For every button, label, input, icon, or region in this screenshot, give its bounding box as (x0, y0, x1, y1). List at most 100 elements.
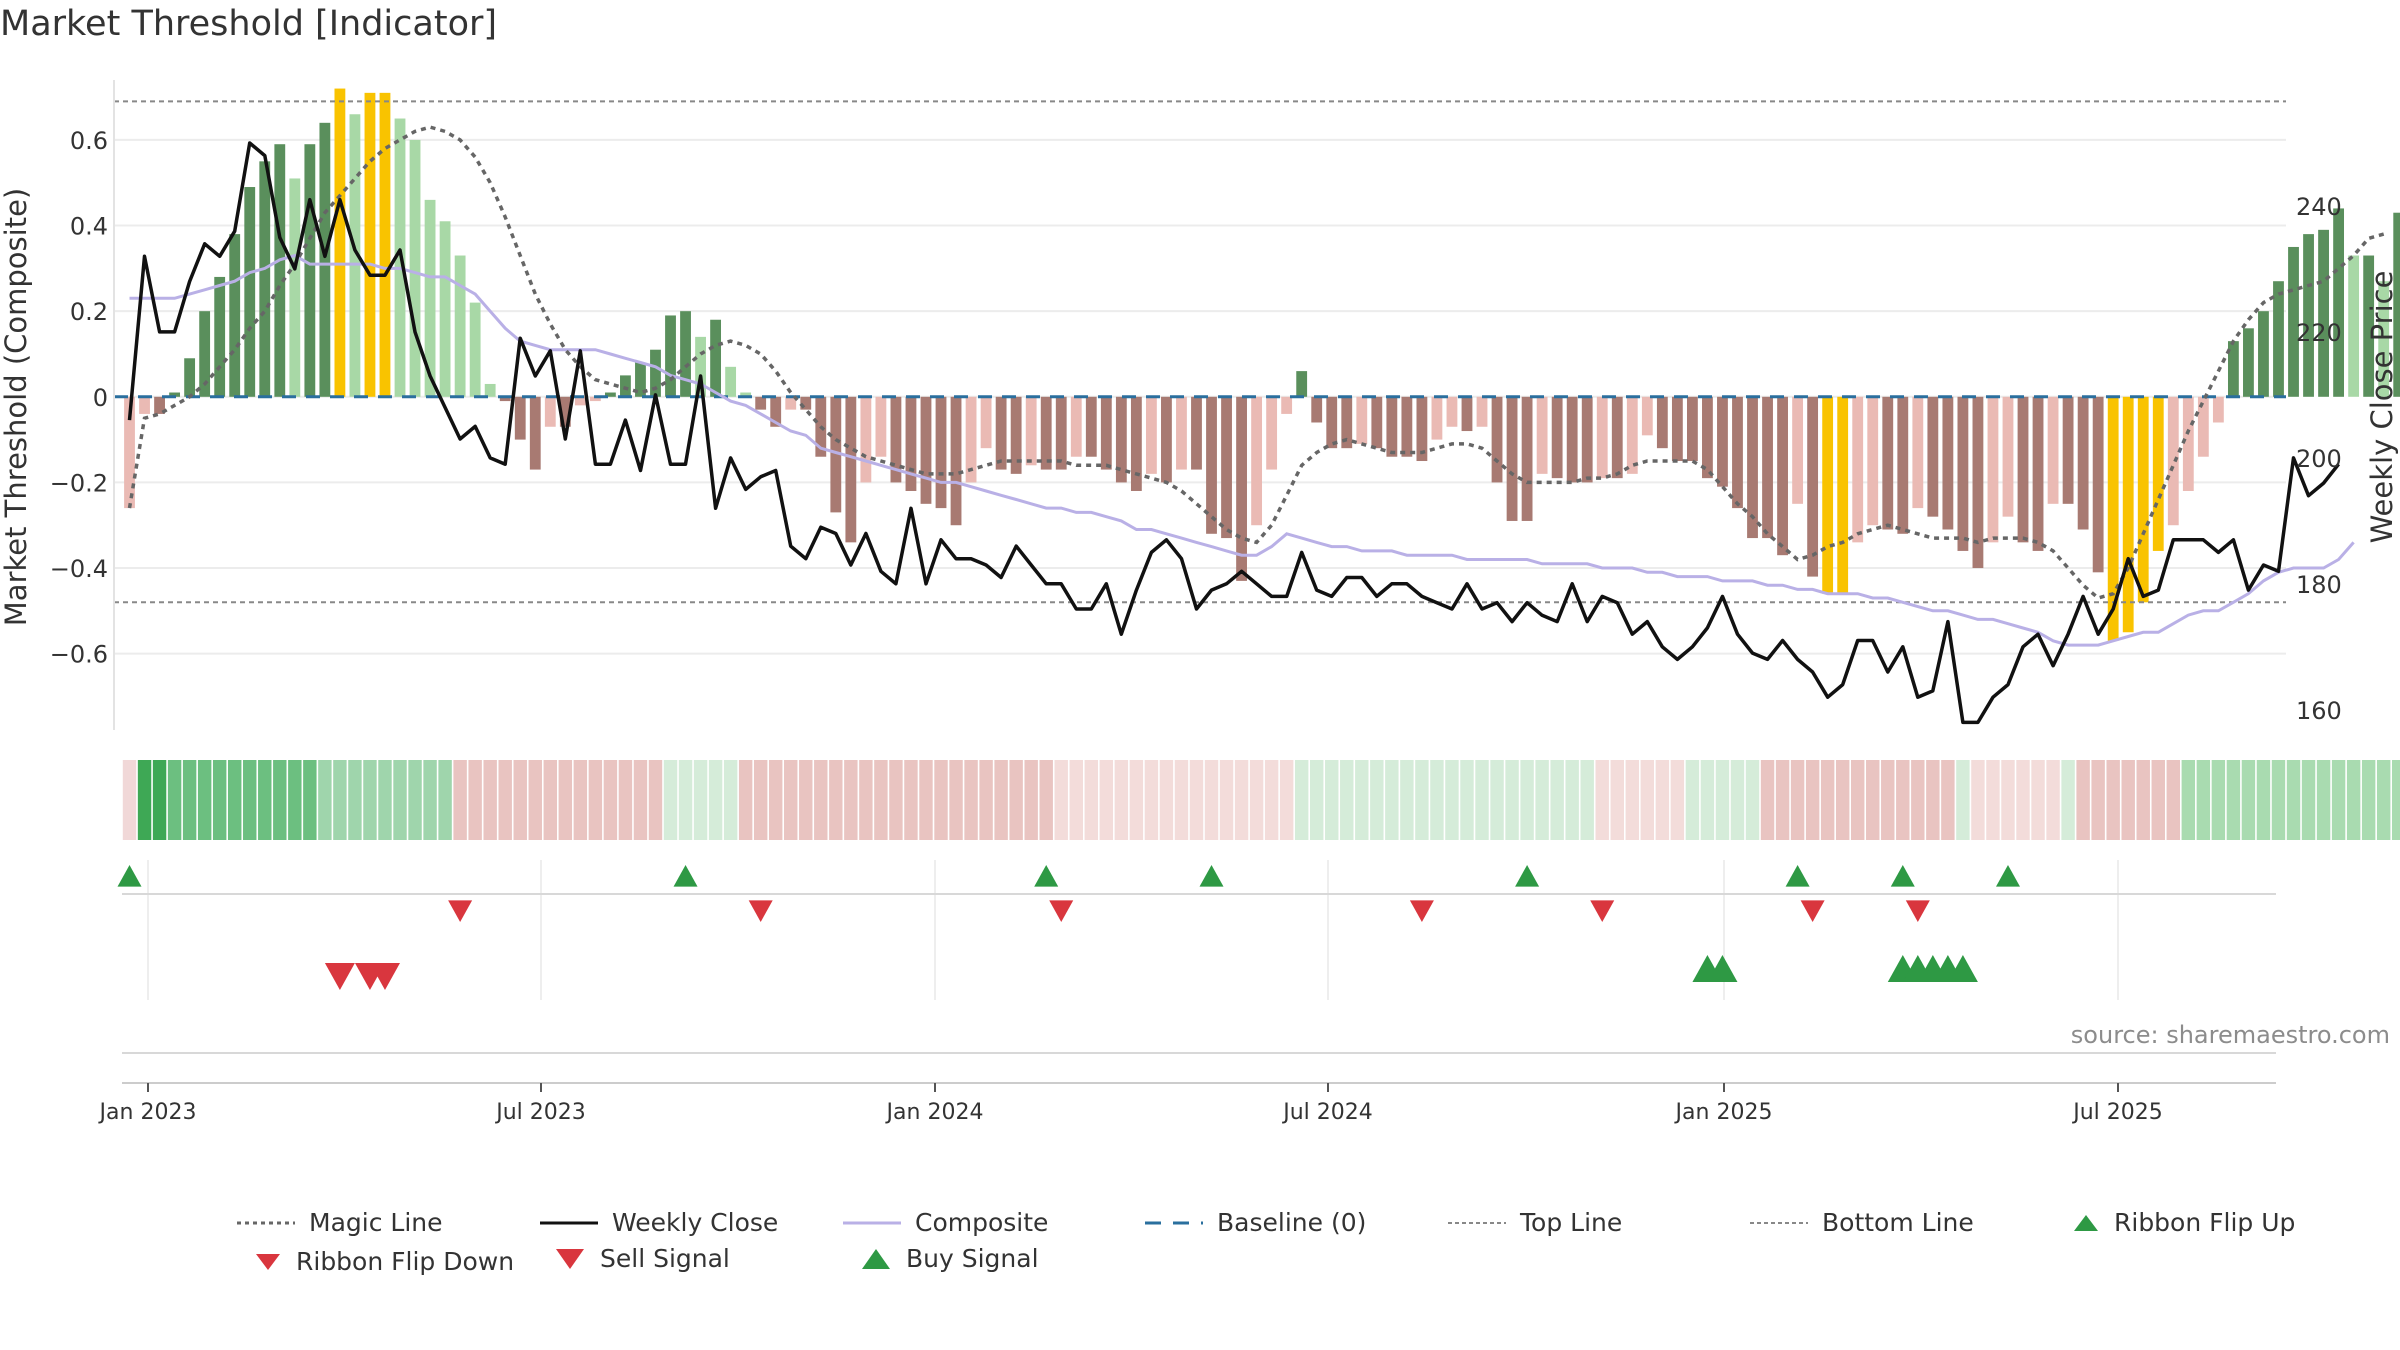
ribbon-cell (753, 760, 768, 840)
ribbon-cell (1009, 760, 1023, 840)
composite-bar (710, 319, 722, 397)
y-right-tick-label: 160 (2296, 697, 2342, 725)
composite-bar (1040, 396, 1052, 470)
legend-item-buy: Buy Signal (860, 1244, 1039, 1273)
composite-bar (2077, 396, 2089, 530)
ribbon-cell (122, 760, 137, 840)
composite-bar (1686, 396, 1698, 462)
composite-bar (1191, 396, 1202, 470)
composite-bar (424, 199, 436, 397)
ribbon-cell (1039, 760, 1053, 840)
composite-bar (1356, 396, 1368, 444)
composite-bar (2137, 396, 2149, 603)
x-tick-label: Jan 2025 (1674, 1100, 1773, 1125)
ribbon-cell (1355, 760, 1369, 840)
buy-signal-marker (1947, 955, 1978, 982)
composite-bar (995, 396, 1007, 470)
buy-signal-icon (862, 1248, 890, 1269)
ribbon-cell (1084, 760, 1099, 840)
ribbon-flip-up-marker (1785, 865, 1810, 887)
ribbon-cell (1279, 760, 1294, 840)
composite-bar (2348, 255, 2360, 397)
composite-bar (1702, 396, 1713, 479)
ribbon-cell (468, 760, 482, 840)
ribbon-cell (1850, 760, 1865, 840)
composite-bar (1251, 396, 1263, 526)
composite-bar (1987, 396, 1999, 543)
ribbon-cell (1790, 760, 1805, 840)
legend-item-close: Weekly Close (540, 1208, 778, 1237)
legend-item-flipdown: Ribbon Flip Down (254, 1247, 514, 1276)
legend-label: Buy Signal (906, 1244, 1039, 1273)
ribbon-cell (1760, 760, 1775, 840)
composite-bar (2273, 281, 2284, 397)
composite-bar (589, 396, 601, 402)
ribbon-cell (1099, 760, 1114, 840)
composite-bar (1446, 396, 1458, 427)
composite-bar (1341, 396, 1353, 449)
legend: Magic Line Weekly Close Composite Baseli… (0, 1208, 2400, 1308)
ribbon-cell (1881, 760, 1895, 840)
ribbon-cell (2106, 760, 2120, 840)
ribbon-cell (1309, 760, 1324, 840)
composite-bar (1762, 396, 1773, 539)
ribbon-cell (904, 760, 918, 840)
composite-bar (544, 396, 556, 427)
ribbon-cell (1024, 760, 1038, 840)
composite-bar (2303, 234, 2314, 397)
ribbon-flip-down-marker (1800, 900, 1825, 922)
reference-lines (114, 100, 2286, 604)
ribbon-cell (2376, 760, 2391, 840)
composite-bar (604, 392, 616, 397)
ribbon-cell (1159, 760, 1174, 840)
flip-up-icon (2074, 1214, 2098, 1231)
ribbon-cell (799, 760, 813, 840)
legend-label: Bottom Line (1822, 1208, 1974, 1237)
legend-item-flipup: Ribbon Flip Up (2072, 1208, 2295, 1237)
ribbon-cell (212, 760, 227, 840)
composite-bar (214, 276, 226, 397)
ribbon-cell (2136, 760, 2150, 840)
ribbon-cell (1234, 760, 1249, 840)
ribbon-cell (1054, 760, 1068, 840)
ribbon-cell (1941, 760, 1955, 840)
legend-label: Ribbon Flip Down (296, 1247, 515, 1276)
legend-label: Composite (915, 1208, 1049, 1237)
legend-label: Sell Signal (600, 1244, 730, 1273)
ribbon-cell (483, 760, 497, 840)
ribbon-cell (2391, 760, 2400, 840)
y-left-tick-label: 0.6 (70, 127, 108, 155)
ribbon-cell (1926, 760, 1940, 840)
composite-bars (124, 88, 2400, 641)
top-line-swatch (1448, 1221, 1506, 1224)
composite-bar (439, 221, 451, 397)
legend-label: Magic Line (309, 1208, 443, 1237)
composite-bar (2062, 396, 2074, 504)
composite-bar (650, 349, 661, 397)
composite-bar (1942, 396, 1954, 530)
composite-bar (499, 396, 511, 402)
ribbon-cell (1189, 760, 1204, 840)
ribbon-cell (1580, 760, 1594, 840)
composite-bar (785, 396, 797, 410)
legend-item-composite: Composite (843, 1208, 1048, 1237)
ribbon-flip-down-marker (1590, 900, 1615, 922)
ribbon-cell (363, 760, 377, 840)
ribbon-cell (1385, 760, 1399, 840)
ribbon-cell (258, 760, 272, 840)
y-right-tick-label: 180 (2296, 571, 2342, 599)
composite-bar (1296, 371, 1308, 397)
ribbon-cell (1219, 760, 1234, 840)
composite-bar (1145, 396, 1157, 474)
ribbon-flip-down-marker (1409, 900, 1434, 922)
ribbon-cell (182, 760, 197, 840)
composite-bar (469, 302, 481, 397)
ribbon-cell (2196, 760, 2211, 840)
ribbon-cell (2151, 760, 2165, 840)
composite-bar (845, 396, 857, 543)
ribbon-cell (1114, 760, 1129, 840)
composite-bar (830, 396, 842, 513)
legend-label: Baseline (0) (1217, 1208, 1367, 1237)
ribbon-cell (1896, 760, 1910, 840)
composite-bar (620, 375, 631, 397)
